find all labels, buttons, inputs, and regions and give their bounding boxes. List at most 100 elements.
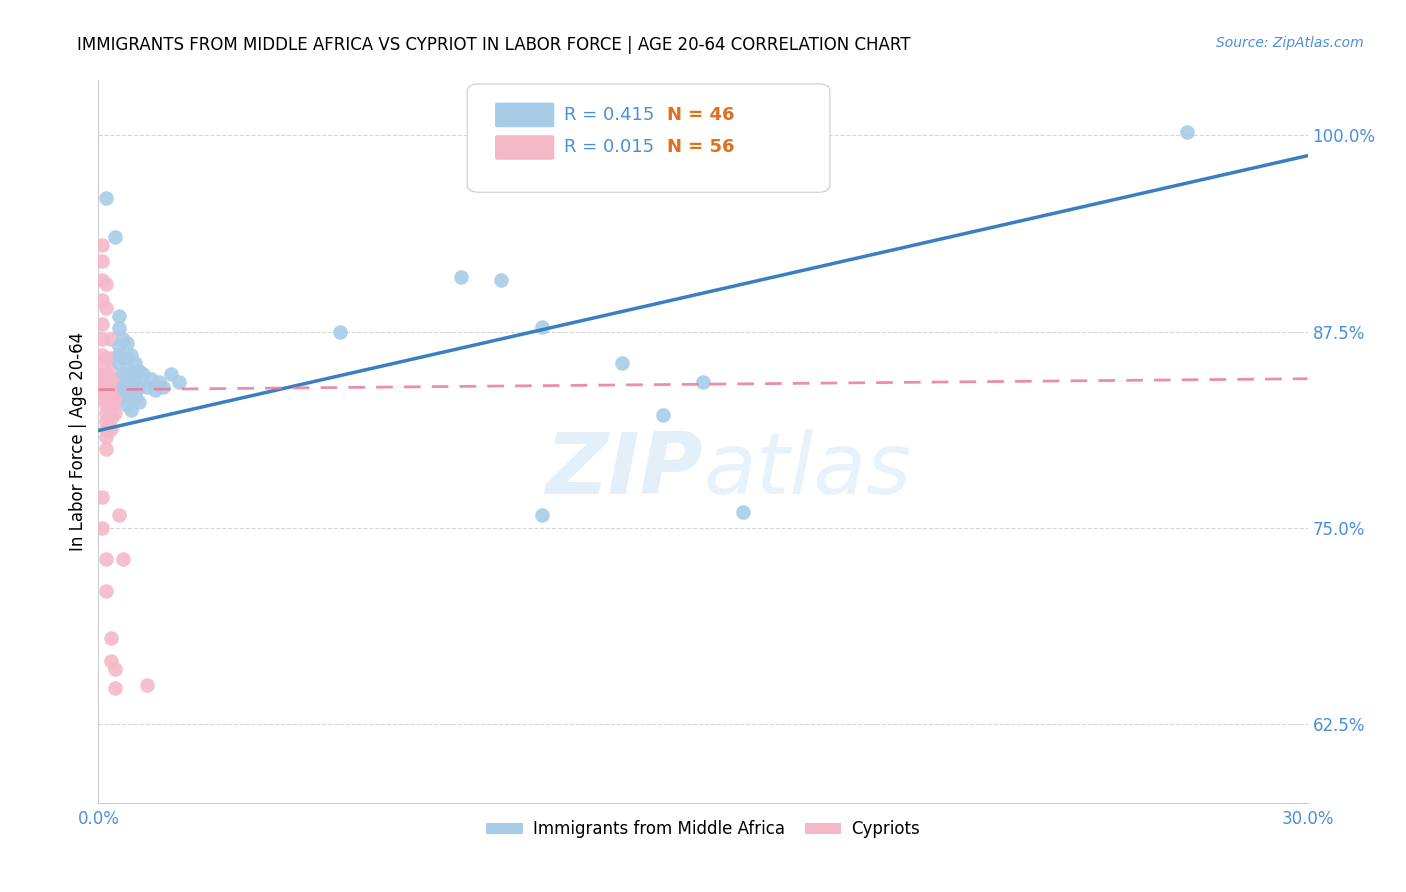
Point [103, 681, 125, 695]
Point [91, 375, 114, 389]
Text: ZIP: ZIP [546, 429, 703, 512]
Point [124, 372, 146, 386]
Point [96, 351, 118, 366]
Legend: Immigrants from Middle Africa, Cypriots: Immigrants from Middle Africa, Cypriots [479, 814, 927, 845]
Point [96, 430, 118, 444]
Point [107, 356, 129, 370]
Point [107, 309, 129, 323]
Text: atlas: atlas [703, 429, 911, 512]
Point [91, 391, 114, 405]
Point [111, 333, 134, 347]
Point [167, 375, 190, 389]
Point [100, 631, 122, 645]
Point [103, 372, 125, 386]
Point [91, 367, 114, 381]
Point [135, 678, 157, 692]
Point [111, 552, 134, 566]
Point [100, 375, 122, 389]
Point [1175, 125, 1198, 139]
Point [100, 333, 122, 347]
Point [96, 583, 118, 598]
Point [148, 375, 170, 389]
Point [100, 391, 122, 405]
Point [91, 253, 114, 268]
Point [120, 376, 142, 391]
Point [96, 301, 118, 315]
Y-axis label: In Labor Force | Age 20-64: In Labor Force | Age 20-64 [69, 332, 87, 551]
Point [143, 383, 166, 397]
Point [103, 406, 125, 420]
Point [132, 367, 155, 381]
Point [107, 379, 129, 393]
Point [100, 364, 122, 378]
Point [139, 372, 162, 386]
Point [491, 273, 513, 287]
Point [111, 383, 134, 397]
Point [100, 398, 122, 412]
Point [100, 422, 122, 436]
Point [530, 508, 553, 523]
Point [160, 367, 183, 381]
Point [120, 379, 142, 393]
Point [103, 662, 125, 676]
Point [107, 508, 129, 523]
Point [96, 391, 118, 405]
Point [115, 335, 138, 350]
Point [115, 351, 138, 366]
Point [91, 238, 114, 252]
Point [96, 277, 118, 292]
Point [115, 367, 138, 381]
Point [100, 351, 122, 366]
FancyBboxPatch shape [495, 103, 554, 128]
Point [96, 406, 118, 420]
Point [124, 387, 146, 401]
Point [128, 395, 150, 409]
Point [103, 387, 125, 401]
Text: N = 46: N = 46 [666, 106, 734, 124]
Point [103, 379, 125, 393]
Point [96, 367, 118, 381]
FancyBboxPatch shape [495, 136, 554, 160]
Point [107, 321, 129, 335]
Point [120, 348, 142, 362]
Point [115, 387, 138, 401]
Point [103, 395, 125, 409]
Text: N = 56: N = 56 [666, 138, 734, 156]
Point [111, 351, 134, 366]
Point [733, 505, 755, 519]
Point [120, 387, 142, 401]
Point [107, 392, 129, 406]
Point [100, 411, 122, 425]
Point [107, 339, 129, 353]
Text: IMMIGRANTS FROM MIDDLE AFRICA VS CYPRIOT IN LABOR FORCE | AGE 20-64 CORRELATION : IMMIGRANTS FROM MIDDLE AFRICA VS CYPRIOT… [77, 36, 911, 54]
Point [107, 348, 129, 362]
Point [96, 552, 118, 566]
Point [651, 408, 673, 422]
Point [91, 359, 114, 373]
Point [115, 379, 138, 393]
Point [96, 422, 118, 436]
Text: Source: ZipAtlas.com: Source: ZipAtlas.com [1216, 36, 1364, 50]
Point [530, 319, 553, 334]
Point [100, 655, 122, 669]
Point [135, 379, 157, 393]
Point [91, 490, 114, 504]
Point [450, 269, 472, 284]
Point [96, 383, 118, 397]
Point [128, 364, 150, 378]
Point [124, 356, 146, 370]
Point [612, 356, 634, 370]
Point [96, 191, 118, 205]
Point [96, 414, 118, 428]
Point [115, 387, 138, 401]
FancyBboxPatch shape [467, 84, 830, 193]
Point [100, 383, 122, 397]
Point [91, 317, 114, 331]
Point [91, 383, 114, 397]
Point [91, 348, 114, 362]
Point [96, 398, 118, 412]
Point [91, 333, 114, 347]
Point [91, 521, 114, 535]
Point [91, 273, 114, 287]
Point [124, 391, 146, 405]
